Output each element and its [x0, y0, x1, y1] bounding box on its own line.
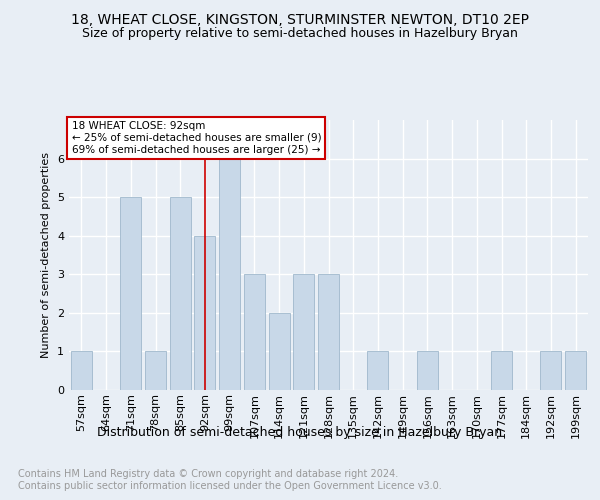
- Bar: [120, 197, 141, 390]
- Bar: [244, 274, 265, 390]
- Bar: [219, 158, 240, 390]
- Y-axis label: Number of semi-detached properties: Number of semi-detached properties: [41, 152, 52, 358]
- Bar: [367, 352, 388, 390]
- Bar: [565, 352, 586, 390]
- Bar: [417, 352, 438, 390]
- Text: 18, WHEAT CLOSE, KINGSTON, STURMINSTER NEWTON, DT10 2EP: 18, WHEAT CLOSE, KINGSTON, STURMINSTER N…: [71, 12, 529, 26]
- Bar: [145, 352, 166, 390]
- Text: Contains HM Land Registry data © Crown copyright and database right 2024.
Contai: Contains HM Land Registry data © Crown c…: [18, 469, 442, 491]
- Bar: [293, 274, 314, 390]
- Bar: [269, 313, 290, 390]
- Bar: [491, 352, 512, 390]
- Text: 18 WHEAT CLOSE: 92sqm
← 25% of semi-detached houses are smaller (9)
69% of semi-: 18 WHEAT CLOSE: 92sqm ← 25% of semi-deta…: [71, 122, 321, 154]
- Text: Distribution of semi-detached houses by size in Hazelbury Bryan: Distribution of semi-detached houses by …: [97, 426, 503, 439]
- Bar: [170, 197, 191, 390]
- Bar: [541, 352, 562, 390]
- Bar: [194, 236, 215, 390]
- Bar: [318, 274, 339, 390]
- Text: Size of property relative to semi-detached houses in Hazelbury Bryan: Size of property relative to semi-detach…: [82, 28, 518, 40]
- Bar: [71, 352, 92, 390]
